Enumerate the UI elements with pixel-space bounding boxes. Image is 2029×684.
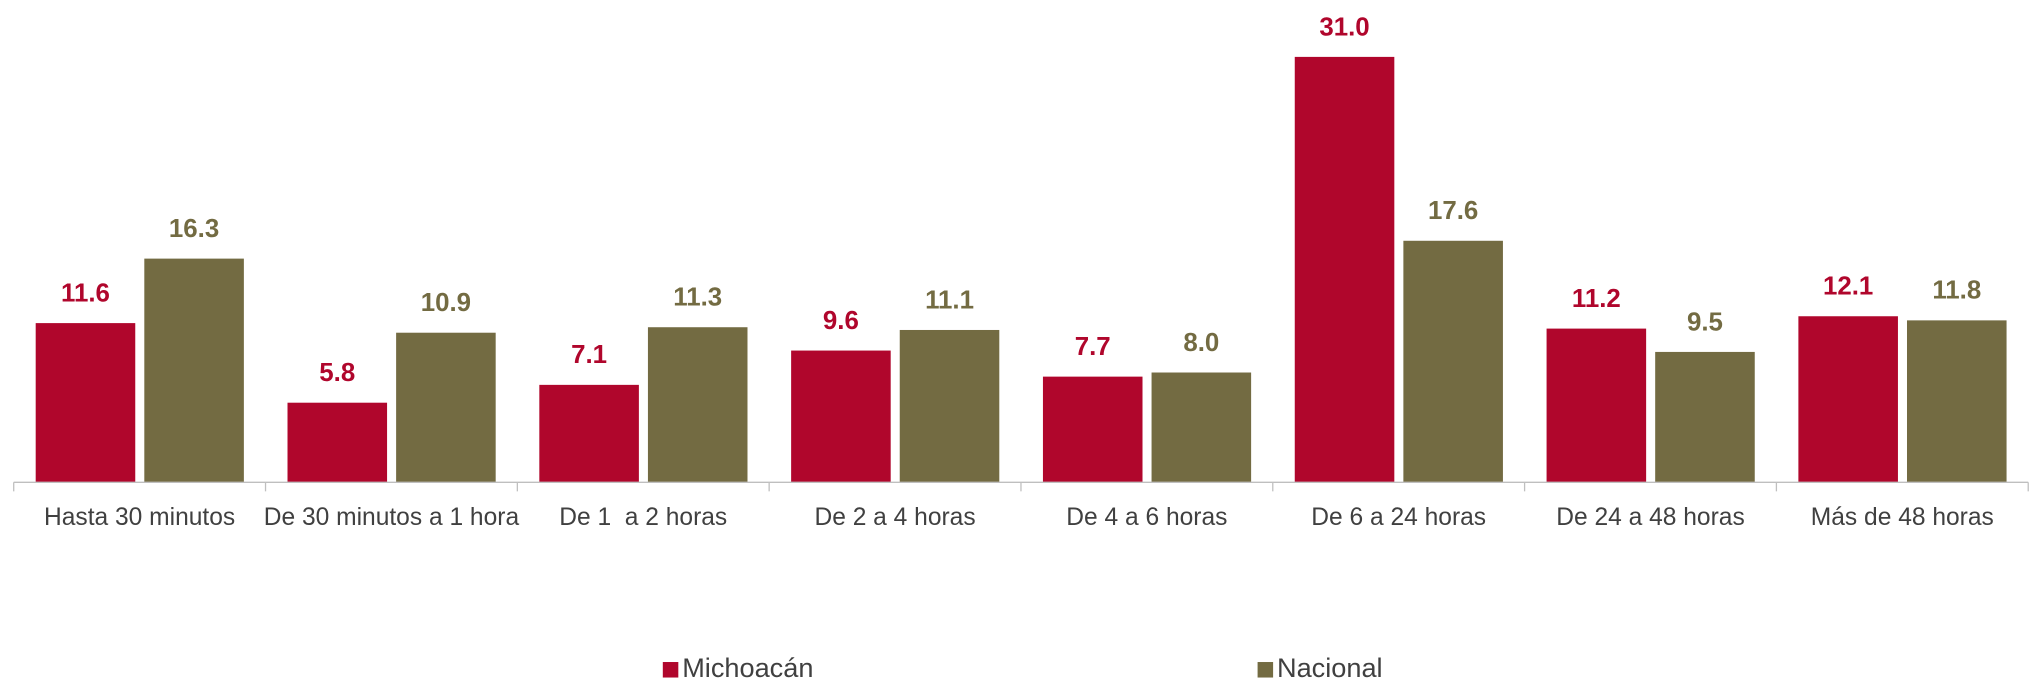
bar: [144, 258, 244, 483]
x-tick-label-box: De 30 minutos a 1 hora: [263, 504, 520, 532]
x-tick-label: De 2 a 4 horas: [814, 504, 976, 532]
bar: [1655, 351, 1755, 483]
x-tick-label-box: De 2 a 4 horas: [814, 504, 976, 532]
value-label: 11.8: [1932, 277, 1981, 305]
x-tick-label-box: Hasta 30 minutos: [44, 504, 236, 532]
bar: [35, 323, 136, 483]
value-label: 11.3: [673, 284, 722, 312]
bar: [396, 332, 496, 483]
bar: [791, 350, 891, 483]
bar: [287, 402, 388, 483]
bar: [1798, 316, 1898, 483]
value-label: 31.0: [1319, 13, 1369, 41]
x-tick-label-box: De 24 a 48 horas: [1556, 504, 1745, 532]
x-tick-label: De 6 a 24 horas: [1311, 504, 1487, 532]
bar: [899, 329, 1000, 483]
bar: [1151, 372, 1252, 483]
value-label: 9.5: [1687, 308, 1723, 336]
legend-swatch: [662, 662, 679, 678]
value-label: 12.1: [1823, 273, 1873, 301]
legend-swatch: [1257, 662, 1274, 678]
x-tick-label: De 4 a 6 horas: [1066, 504, 1228, 532]
x-tick-label: Más de 48 horas: [1810, 504, 1994, 532]
x-tick-label: Hasta 30 minutos: [44, 504, 236, 532]
x-tick-label-box: De 1 a 2 horas: [559, 504, 728, 532]
bar: [1294, 56, 1395, 483]
bar: [1906, 320, 2007, 483]
bar: [1403, 240, 1503, 483]
value-label: 8.0: [1183, 329, 1219, 357]
value-label: 5.8: [319, 359, 355, 387]
x-tick-label: De 1 a 2 horas: [559, 504, 728, 532]
value-label: 16.3: [169, 215, 219, 243]
value-label: 7.7: [1075, 333, 1111, 361]
x-tick-label: De 30 minutos a 1 hora: [263, 504, 520, 532]
bar: [539, 384, 639, 483]
value-label: 7.1: [571, 341, 607, 369]
value-label: 10.9: [421, 289, 471, 317]
value-label: 11.6: [61, 279, 110, 307]
x-tick-label-box: De 4 a 6 horas: [1066, 504, 1228, 532]
value-label: 9.6: [823, 307, 859, 335]
value-label: 11.2: [1572, 285, 1621, 313]
bar: [1546, 328, 1647, 483]
x-tick-label-box: De 6 a 24 horas: [1311, 504, 1487, 532]
bar: [647, 327, 748, 483]
x-tick-label-box: Más de 48 horas: [1810, 504, 1994, 532]
legend-label: Nacional: [1277, 652, 1383, 683]
x-tick-label: De 24 a 48 horas: [1556, 504, 1745, 532]
legend-label: Michoacán: [682, 652, 813, 683]
value-label: 11.1: [925, 286, 974, 314]
bar: [1042, 376, 1143, 483]
value-label: 17.6: [1428, 197, 1478, 225]
